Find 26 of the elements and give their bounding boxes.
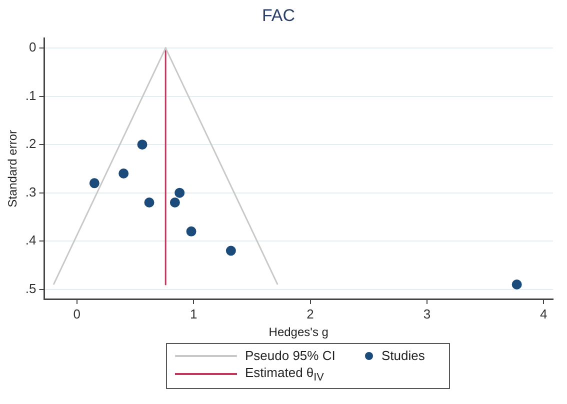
point: [174, 188, 185, 198]
x-tick-label: 2: [306, 306, 314, 322]
x-tick-label: 3: [423, 306, 431, 322]
x-tick-label: 0: [73, 306, 81, 322]
y-tick-label: 0: [29, 40, 36, 55]
legend-label: Estimated θ$_{IV}$: [245, 365, 324, 384]
legend-label: Pseudo 95% CI: [245, 348, 336, 363]
x-axis-title: Hedges's g: [268, 325, 328, 340]
point: [512, 280, 522, 290]
point: [144, 197, 154, 208]
chart-title: FAC: [262, 6, 296, 25]
x-tick-label: 1: [190, 306, 198, 322]
point: [170, 197, 180, 208]
point: [186, 226, 196, 236]
point: [118, 168, 129, 179]
y-tick-label: .1: [25, 88, 36, 103]
legend-label: Studies: [381, 348, 425, 363]
y-axis-title: Standard error: [6, 130, 20, 208]
y-tick-label: .3: [25, 184, 36, 200]
point: [137, 140, 148, 150]
x-tick-label: 4: [540, 306, 548, 322]
y-tick-label: .2: [25, 136, 36, 152]
point: [226, 246, 236, 256]
y-tick-label: .5: [25, 280, 36, 296]
point: [89, 178, 100, 188]
y-tick-label: .4: [25, 232, 36, 248]
